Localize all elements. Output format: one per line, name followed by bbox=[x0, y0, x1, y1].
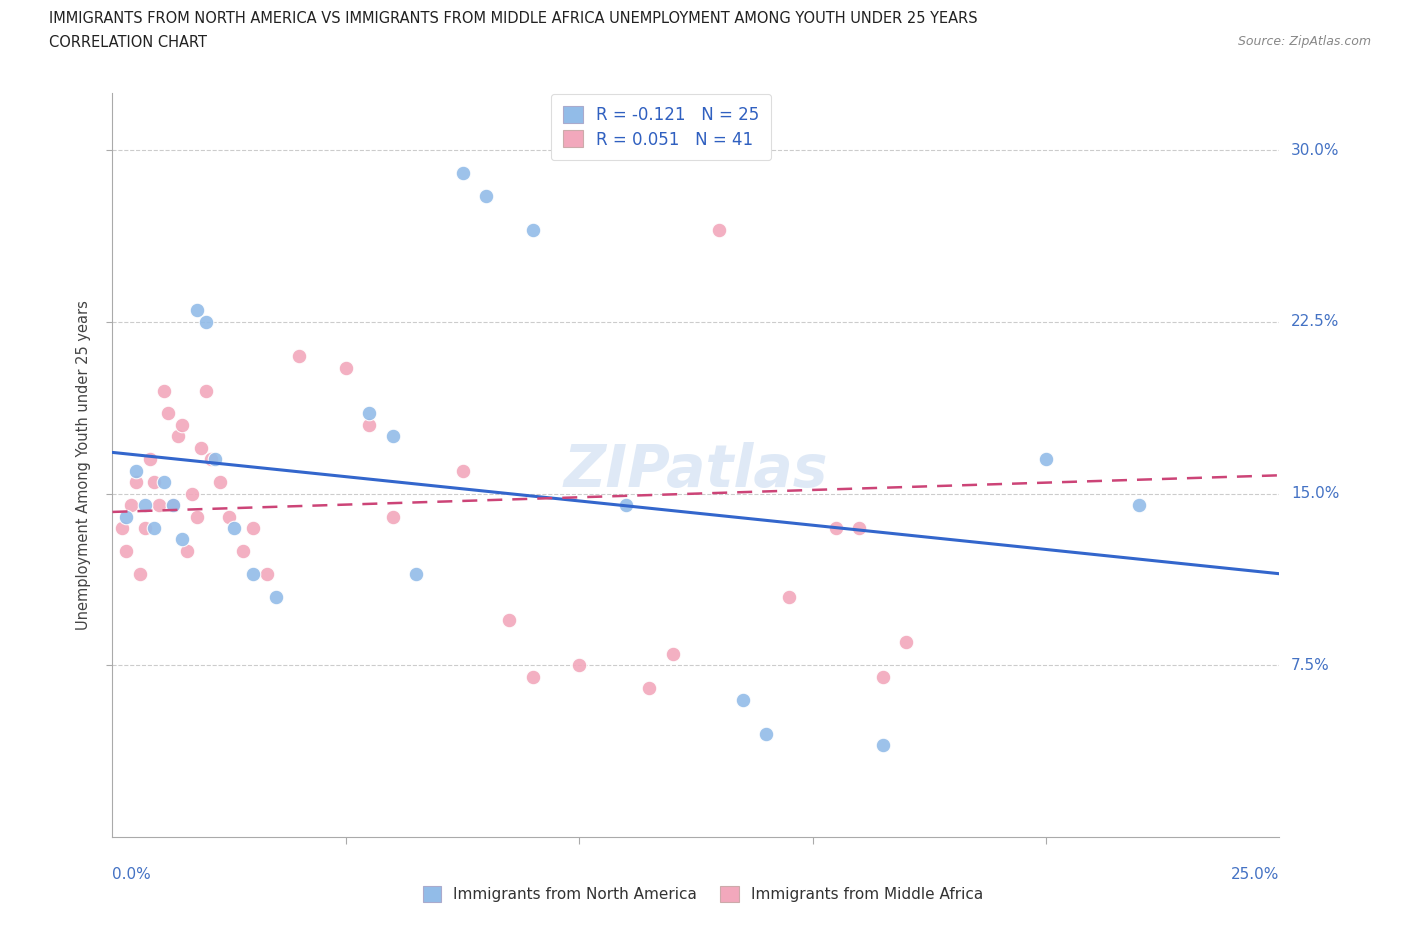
Point bbox=[139, 452, 162, 467]
Point bbox=[522, 670, 544, 684]
Point bbox=[120, 498, 142, 512]
Point bbox=[200, 452, 222, 467]
Text: 25.0%: 25.0% bbox=[1232, 867, 1279, 882]
Text: CORRELATION CHART: CORRELATION CHART bbox=[49, 35, 207, 50]
Point bbox=[872, 670, 894, 684]
Text: 15.0%: 15.0% bbox=[1291, 486, 1340, 501]
Point bbox=[568, 658, 591, 672]
Point bbox=[143, 474, 166, 489]
Point bbox=[125, 474, 148, 489]
Point bbox=[115, 509, 138, 524]
Point bbox=[359, 406, 381, 421]
Text: ZIPatlas: ZIPatlas bbox=[564, 443, 828, 499]
Point bbox=[264, 590, 287, 604]
Point bbox=[894, 635, 917, 650]
Point bbox=[115, 543, 138, 558]
Point bbox=[148, 498, 170, 512]
Text: 30.0%: 30.0% bbox=[1291, 142, 1340, 158]
Point bbox=[204, 452, 226, 467]
Point bbox=[335, 360, 357, 375]
Point bbox=[475, 189, 498, 204]
Point bbox=[180, 486, 202, 501]
Point bbox=[451, 463, 474, 478]
Point bbox=[153, 474, 176, 489]
Point bbox=[381, 429, 404, 444]
Legend: R = -0.121   N = 25, R = 0.051   N = 41: R = -0.121 N = 25, R = 0.051 N = 41 bbox=[551, 94, 770, 160]
Point bbox=[778, 590, 800, 604]
Point bbox=[1035, 452, 1057, 467]
Point bbox=[166, 429, 188, 444]
Point bbox=[709, 223, 731, 238]
Point bbox=[848, 521, 870, 536]
Point bbox=[129, 566, 152, 581]
Point bbox=[186, 509, 208, 524]
Point bbox=[176, 543, 198, 558]
Point bbox=[111, 521, 134, 536]
Point bbox=[242, 521, 264, 536]
Text: 0.0%: 0.0% bbox=[112, 867, 152, 882]
Point bbox=[190, 441, 212, 456]
Point bbox=[522, 223, 544, 238]
Point bbox=[731, 692, 754, 707]
Text: Source: ZipAtlas.com: Source: ZipAtlas.com bbox=[1237, 35, 1371, 48]
Point bbox=[172, 418, 194, 432]
Point bbox=[143, 521, 166, 536]
Point bbox=[498, 612, 520, 627]
Point bbox=[125, 463, 148, 478]
Point bbox=[157, 406, 180, 421]
Point bbox=[405, 566, 427, 581]
Point bbox=[218, 509, 240, 524]
Point bbox=[381, 509, 404, 524]
Text: 22.5%: 22.5% bbox=[1291, 314, 1340, 329]
Point bbox=[222, 521, 245, 536]
Point bbox=[242, 566, 264, 581]
Point bbox=[755, 726, 778, 741]
Point bbox=[232, 543, 254, 558]
Point bbox=[1128, 498, 1150, 512]
Point bbox=[172, 532, 194, 547]
Point bbox=[194, 383, 217, 398]
Point bbox=[661, 646, 683, 661]
Point bbox=[186, 303, 208, 318]
Point bbox=[638, 681, 661, 696]
Point bbox=[134, 498, 156, 512]
Y-axis label: Unemployment Among Youth under 25 years: Unemployment Among Youth under 25 years bbox=[76, 300, 91, 630]
Point bbox=[256, 566, 278, 581]
Point bbox=[288, 349, 311, 364]
Point bbox=[153, 383, 176, 398]
Point bbox=[162, 498, 184, 512]
Legend: Immigrants from North America, Immigrants from Middle Africa: Immigrants from North America, Immigrant… bbox=[416, 880, 990, 909]
Point bbox=[451, 166, 474, 180]
Point bbox=[872, 738, 894, 753]
Point bbox=[194, 314, 217, 329]
Text: 7.5%: 7.5% bbox=[1291, 658, 1330, 672]
Point bbox=[134, 521, 156, 536]
Text: IMMIGRANTS FROM NORTH AMERICA VS IMMIGRANTS FROM MIDDLE AFRICA UNEMPLOYMENT AMON: IMMIGRANTS FROM NORTH AMERICA VS IMMIGRA… bbox=[49, 11, 977, 26]
Point bbox=[359, 418, 381, 432]
Point bbox=[825, 521, 848, 536]
Point bbox=[208, 474, 231, 489]
Point bbox=[162, 498, 184, 512]
Point bbox=[614, 498, 637, 512]
